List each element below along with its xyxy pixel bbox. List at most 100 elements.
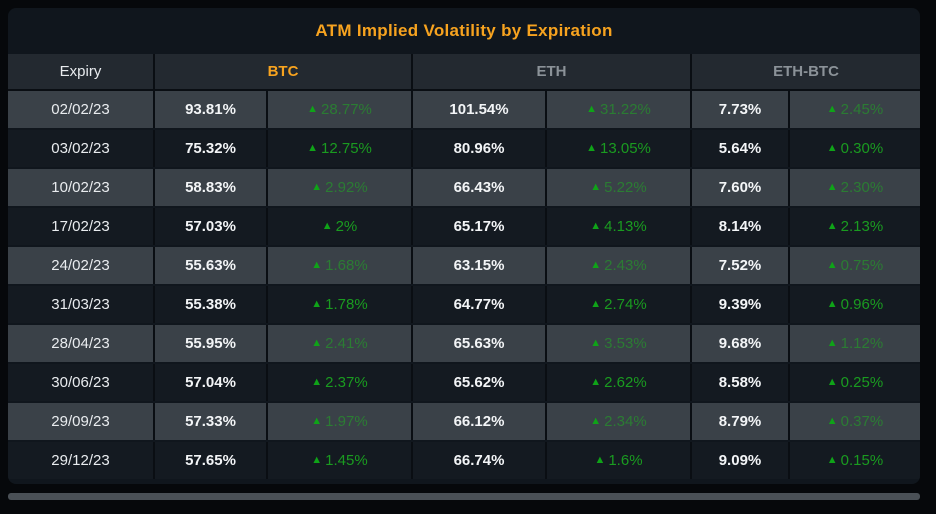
eth-iv-cell: 65.62% xyxy=(413,364,547,401)
expiry-cell: 03/02/23 xyxy=(8,130,155,167)
up-arrow-icon: ▲ xyxy=(826,376,838,388)
expiry-cell: 24/02/23 xyxy=(8,247,155,284)
up-arrow-icon: ▲ xyxy=(826,454,838,466)
eth-iv-cell: 66.12% xyxy=(413,403,547,440)
table-row: 28/04/23 55.95% ▲ 2.41% 65.63% ▲ 3.53% 9.68% ▲ 1.… xyxy=(8,325,920,362)
btc-iv-cell: 55.63% xyxy=(155,247,268,284)
change-value: 1.12% xyxy=(840,335,884,352)
eth-iv-change-cell: ▲ 2.34% xyxy=(547,403,692,440)
change-value: 0.96% xyxy=(840,296,884,313)
up-arrow-icon: ▲ xyxy=(321,220,333,232)
eth-btc-iv-cell: 7.60% xyxy=(692,169,790,206)
change-value: 0.30% xyxy=(840,140,884,157)
eth-iv-change-cell: ▲ 2.74% xyxy=(547,286,692,323)
eth-iv-change-cell: ▲ 13.05% xyxy=(547,130,692,167)
btc-iv-cell: 57.65% xyxy=(155,442,268,479)
change-value: 31.22% xyxy=(600,101,651,118)
btc-iv-change-cell: ▲ 1.97% xyxy=(268,403,413,440)
btc-iv-change-cell: ▲ 12.75% xyxy=(268,130,413,167)
up-arrow-icon: ▲ xyxy=(826,415,838,427)
eth-iv-change-cell: ▲ 3.53% xyxy=(547,325,692,362)
eth-iv-change-cell: ▲ 2.43% xyxy=(547,247,692,284)
change-value: 0.75% xyxy=(840,257,884,274)
column-header-expiry: Expiry xyxy=(8,54,155,89)
table-row: 03/02/23 75.32% ▲ 12.75% 80.96% ▲ 13.05% 5.64% ▲… xyxy=(8,130,920,167)
up-arrow-icon: ▲ xyxy=(590,259,602,271)
btc-iv-change-cell: ▲ 2.41% xyxy=(268,325,413,362)
eth-btc-iv-cell: 7.52% xyxy=(692,247,790,284)
table-row: 02/02/23 93.81% ▲ 28.77% 101.54% ▲ 31.22% 7.73%… xyxy=(8,91,920,128)
change-value: 1.97% xyxy=(325,413,368,430)
eth-btc-iv-cell: 9.39% xyxy=(692,286,790,323)
change-value: 0.15% xyxy=(840,452,884,469)
eth-btc-iv-change-cell: ▲ 0.96% xyxy=(790,286,920,323)
change-value: 2.34% xyxy=(604,413,647,430)
table-row: 17/02/23 57.03% ▲ 2% 65.17% ▲ 4.13% 8.14% ▲ 2.13% xyxy=(8,208,920,245)
table-row: 31/03/23 55.38% ▲ 1.78% 64.77% ▲ 2.74% 9.39% ▲ 0.… xyxy=(8,286,920,323)
up-arrow-icon: ▲ xyxy=(307,142,318,154)
change-value: 2.41% xyxy=(325,335,368,352)
btc-iv-cell: 57.33% xyxy=(155,403,268,440)
eth-iv-cell: 65.17% xyxy=(413,208,547,245)
btc-iv-change-cell: ▲ 1.68% xyxy=(268,247,413,284)
up-arrow-icon: ▲ xyxy=(311,337,323,349)
up-arrow-icon: ▲ xyxy=(311,298,323,310)
expiry-cell: 02/02/23 xyxy=(8,91,155,128)
up-arrow-icon: ▲ xyxy=(586,103,597,115)
column-header-eth-btc: ETH-BTC xyxy=(773,63,839,80)
expiry-cell: 31/03/23 xyxy=(8,286,155,323)
change-value: 2.30% xyxy=(840,179,884,196)
expiry-cell: 17/02/23 xyxy=(8,208,155,245)
column-header-eth: ETH xyxy=(413,54,692,89)
change-value: 3.53% xyxy=(604,335,647,352)
eth-btc-iv-change-cell: ▲ 2.45% xyxy=(790,91,920,128)
change-value: 1.78% xyxy=(325,296,368,313)
change-value: 0.37% xyxy=(840,413,884,430)
change-value: 12.75% xyxy=(321,140,372,157)
eth-btc-iv-cell: 8.79% xyxy=(692,403,790,440)
eth-btc-iv-cell: 9.09% xyxy=(692,442,790,479)
eth-btc-iv-cell: 7.73% xyxy=(692,91,790,128)
up-arrow-icon: ▲ xyxy=(826,298,838,310)
up-arrow-icon: ▲ xyxy=(311,376,323,388)
btc-iv-change-cell: ▲ 1.45% xyxy=(268,442,413,479)
up-arrow-icon: ▲ xyxy=(311,454,323,466)
change-value: 5.22% xyxy=(604,179,647,196)
up-arrow-icon: ▲ xyxy=(590,181,602,193)
btc-iv-cell: 57.04% xyxy=(155,364,268,401)
up-arrow-icon: ▲ xyxy=(590,298,602,310)
table-row: 30/06/23 57.04% ▲ 2.37% 65.62% ▲ 2.62% 8.58% ▲ 0.… xyxy=(8,364,920,401)
up-arrow-icon: ▲ xyxy=(311,181,323,193)
eth-iv-cell: 101.54% xyxy=(413,91,547,128)
eth-iv-cell: 64.77% xyxy=(413,286,547,323)
btc-iv-change-cell: ▲ 2.92% xyxy=(268,169,413,206)
change-value: 2.13% xyxy=(840,218,884,235)
up-arrow-icon: ▲ xyxy=(826,220,838,232)
horizontal-scrollbar-thumb[interactable] xyxy=(8,493,920,500)
eth-btc-iv-change-cell: ▲ 2.13% xyxy=(790,208,920,245)
btc-iv-change-cell: ▲ 1.78% xyxy=(268,286,413,323)
btc-iv-cell: 58.83% xyxy=(155,169,268,206)
eth-btc-iv-change-cell: ▲ 0.37% xyxy=(790,403,920,440)
up-arrow-icon: ▲ xyxy=(590,337,602,349)
eth-iv-change-cell: ▲ 2.62% xyxy=(547,364,692,401)
volatility-table-card: ATM Implied Volatility by Expiration Exp… xyxy=(8,8,920,484)
change-value: 2.45% xyxy=(840,101,884,118)
eth-btc-iv-cell: 5.64% xyxy=(692,130,790,167)
expiry-cell: 29/09/23 xyxy=(8,403,155,440)
eth-iv-change-cell: ▲ 4.13% xyxy=(547,208,692,245)
btc-iv-change-cell: ▲ 2% xyxy=(268,208,413,245)
up-arrow-icon: ▲ xyxy=(826,337,838,349)
btc-iv-cell: 75.32% xyxy=(155,130,268,167)
btc-iv-cell: 93.81% xyxy=(155,91,268,128)
card-title: ATM Implied Volatility by Expiration xyxy=(315,21,613,40)
btc-iv-change-cell: ▲ 2.37% xyxy=(268,364,413,401)
eth-iv-cell: 66.74% xyxy=(413,442,547,479)
up-arrow-icon: ▲ xyxy=(590,376,602,388)
change-value: 2% xyxy=(335,218,358,235)
up-arrow-icon: ▲ xyxy=(590,415,602,427)
expiry-cell: 29/12/23 xyxy=(8,442,155,479)
up-arrow-icon: ▲ xyxy=(826,142,838,154)
eth-iv-cell: 80.96% xyxy=(413,130,547,167)
horizontal-scrollbar-track[interactable] xyxy=(8,493,920,501)
